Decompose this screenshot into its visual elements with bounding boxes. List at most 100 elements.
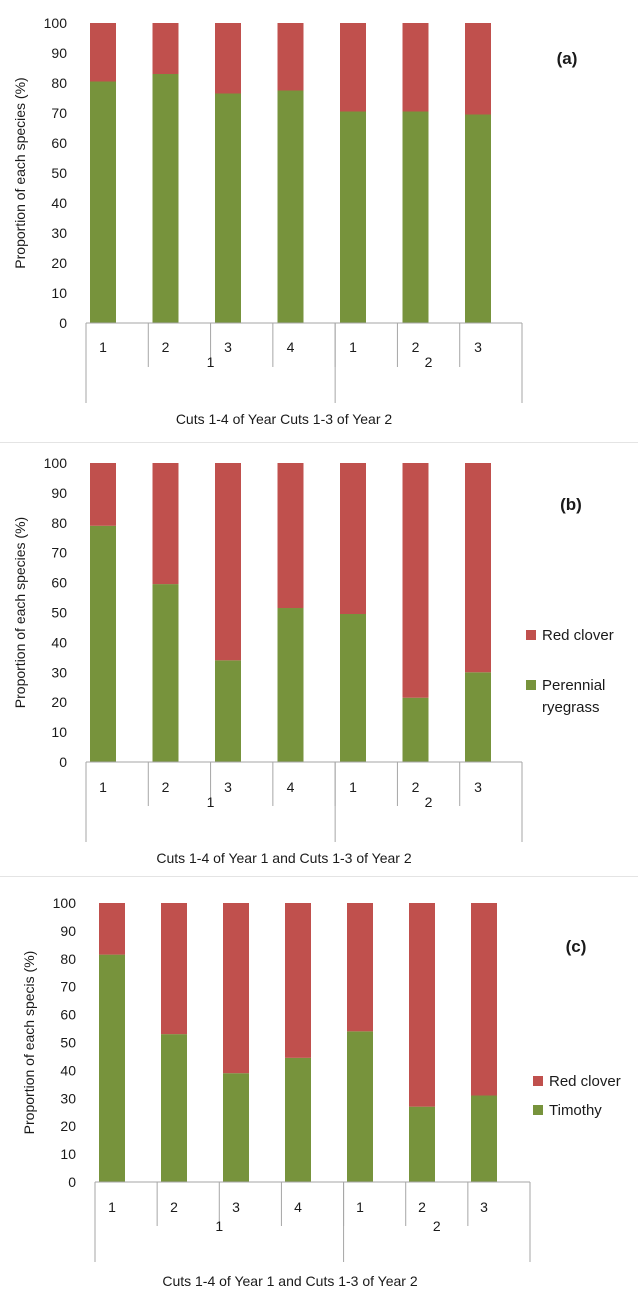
chart-panel-c: 0 10 20 30 40 50 60 70 80 90 100 Proportion of each… [21, 895, 621, 1289]
x-tick-label: 2 [170, 1199, 178, 1215]
panel-divider-1 [0, 442, 638, 443]
legend-label-line: Perennial [542, 677, 605, 694]
x-tick-label: 1 [349, 339, 357, 355]
y-tick-label: 100 [44, 15, 68, 31]
x-tick-label: 3 [474, 779, 482, 795]
bar-segment-red-clover [277, 23, 304, 91]
y-tick-label: 20 [51, 694, 67, 710]
bar-segment-red-clover [90, 463, 116, 526]
y-tick-label: 30 [60, 1090, 76, 1106]
y-tick-label: 80 [51, 75, 67, 91]
bar-segment-red-clover [152, 463, 179, 585]
panel-label: (b) [560, 495, 582, 514]
bar-segment-red-clover [402, 23, 429, 112]
bar-segment-red-clover [347, 903, 373, 1032]
bar-segment-grass [465, 114, 491, 323]
x-tick-label: 2 [162, 779, 170, 795]
y-tick-label: 40 [60, 1062, 76, 1078]
x-axis-label: Cuts 1-4 of Year Cuts 1-3 of Year 2 [176, 411, 393, 427]
bar-segment-red-clover [471, 903, 497, 1096]
group-label: 1 [207, 794, 215, 810]
group-label: 2 [425, 354, 433, 370]
bar-segment-grass [402, 111, 429, 323]
bar-segment-grass [409, 1106, 435, 1182]
bar-segment-grass [285, 1057, 311, 1182]
bar-segment-grass [215, 660, 241, 762]
bar-segment-grass [277, 608, 304, 762]
y-tick-label: 50 [51, 165, 67, 181]
legend-swatch [533, 1076, 543, 1086]
bar-segment-grass [99, 954, 125, 1182]
bar-segment-grass [340, 111, 366, 323]
y-tick-label: 60 [51, 135, 67, 151]
x-tick-label: 4 [294, 1199, 302, 1215]
y-tick-label: 20 [51, 255, 67, 271]
chart-panel-a: 0 10 20 30 40 50 60 70 80 90 100 Proportion of each… [12, 15, 577, 427]
x-tick-label: 1 [356, 1199, 364, 1215]
y-tick-label: 70 [60, 979, 76, 995]
x-tick-label: 2 [162, 339, 170, 355]
y-tick-label: 10 [51, 285, 67, 301]
group-label: 1 [207, 354, 215, 370]
y-tick-label: 80 [60, 951, 76, 967]
x-tick-label: 3 [224, 779, 232, 795]
x-tick-label: 3 [474, 339, 482, 355]
y-tick-label: 40 [51, 634, 67, 650]
bar-segment-red-clover [340, 23, 366, 112]
bar-segment-red-clover [409, 903, 435, 1107]
y-tick-label: 50 [60, 1035, 76, 1051]
bar-segment-red-clover [340, 463, 366, 614]
chart-panel-b: 0 10 20 30 40 50 60 70 80 90 100 Proportion of each… [12, 455, 614, 866]
bar-segment-red-clover [285, 903, 311, 1058]
x-tick-label: 4 [287, 779, 295, 795]
bar-segment-grass [161, 1034, 187, 1182]
y-tick-label: 0 [59, 315, 67, 331]
group-label: 2 [433, 1218, 441, 1234]
y-tick-label: 60 [60, 1007, 76, 1023]
legend-swatch [526, 680, 536, 690]
bar-segment-red-clover [215, 23, 241, 94]
legend-label: Red clover [542, 627, 614, 644]
y-tick-label: 50 [51, 605, 67, 621]
x-tick-label: 3 [224, 339, 232, 355]
y-tick-label: 0 [68, 1174, 76, 1190]
bar-segment-grass [465, 672, 491, 762]
x-tick-label: 2 [412, 339, 420, 355]
bar-segment-grass [471, 1095, 497, 1182]
bar-segment-red-clover [402, 463, 429, 698]
x-axis-label: Cuts 1-4 of Year 1 and Cuts 1-3 of Year … [162, 1273, 418, 1289]
bar-segment-grass [152, 584, 179, 762]
panel-label: (c) [566, 937, 587, 956]
panel-label: (a) [557, 49, 578, 68]
y-tick-label: 90 [60, 923, 76, 939]
group-label: 2 [425, 794, 433, 810]
bar-segment-red-clover [99, 903, 125, 955]
y-tick-label: 10 [60, 1146, 76, 1162]
x-axis-label: Cuts 1-4 of Year 1 and Cuts 1-3 of Year … [156, 850, 412, 866]
bar-segment-red-clover [465, 463, 491, 673]
group-label: 1 [215, 1218, 223, 1234]
y-tick-label: 70 [51, 105, 67, 121]
bar-segment-grass [340, 613, 366, 762]
x-tick-label: 2 [418, 1199, 426, 1215]
y-tick-label: 90 [51, 45, 67, 61]
bar-segment-red-clover [277, 463, 304, 609]
bar-segment-red-clover [161, 903, 187, 1035]
legend-label: Timothy [549, 1102, 602, 1119]
x-tick-label: 3 [480, 1199, 488, 1215]
y-tick-label: 10 [51, 724, 67, 740]
bar-segment-grass [90, 525, 116, 762]
legend-label-line: ryegrass [542, 699, 600, 716]
x-tick-label: 1 [108, 1199, 116, 1215]
y-tick-label: 30 [51, 225, 67, 241]
x-tick-label: 1 [99, 779, 107, 795]
y-axis-label: Proportion of each specis (%) [21, 951, 37, 1135]
bar-segment-grass [402, 697, 429, 762]
panel-divider-2 [0, 876, 638, 877]
bar-segment-grass [215, 93, 241, 323]
legend-label: Perennial ryegrass [542, 677, 605, 716]
bar-segment-grass [152, 74, 179, 323]
y-axis-label: Proportion of each species (%) [12, 77, 28, 268]
y-tick-label: 40 [51, 195, 67, 211]
bar-segment-grass [223, 1073, 249, 1182]
